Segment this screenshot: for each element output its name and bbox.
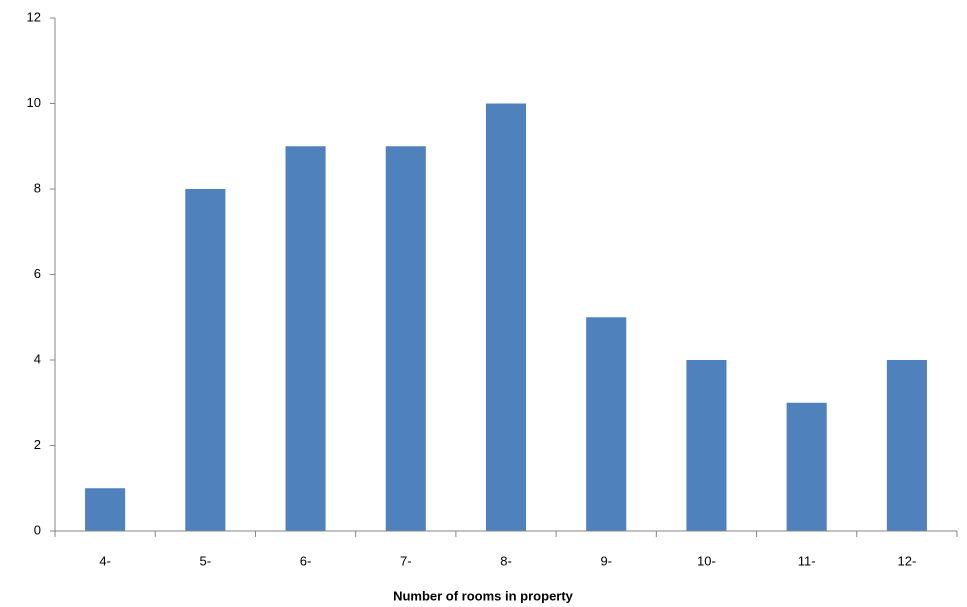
bar bbox=[786, 402, 827, 531]
y-tick-label: 10 bbox=[27, 95, 41, 110]
y-tick-label: 8 bbox=[34, 180, 41, 195]
x-tick-label: 8- bbox=[500, 553, 512, 568]
bar bbox=[886, 360, 927, 531]
x-axis-title: Number of rooms in property bbox=[393, 588, 574, 603]
bar bbox=[185, 189, 226, 531]
bar bbox=[285, 146, 326, 531]
x-tick-label: 9- bbox=[600, 553, 612, 568]
x-tick-label: 7- bbox=[400, 553, 412, 568]
x-tick-label: 4- bbox=[99, 553, 111, 568]
x-tick-label: 5- bbox=[200, 553, 212, 568]
x-tick-label: 10- bbox=[697, 553, 716, 568]
bar bbox=[686, 360, 727, 531]
y-tick-label: 2 bbox=[34, 437, 41, 452]
x-tick-label: 11- bbox=[798, 553, 816, 568]
bar bbox=[586, 317, 627, 531]
bar bbox=[85, 488, 126, 531]
bar bbox=[385, 146, 426, 531]
y-tick-label: 12 bbox=[27, 9, 41, 24]
x-tick-label: 12- bbox=[897, 553, 916, 568]
y-tick-label: 0 bbox=[34, 522, 41, 537]
y-tick-label: 6 bbox=[34, 266, 41, 281]
y-tick-label: 4 bbox=[34, 351, 41, 366]
bar bbox=[485, 103, 527, 531]
x-tick-label: 6- bbox=[300, 553, 312, 568]
